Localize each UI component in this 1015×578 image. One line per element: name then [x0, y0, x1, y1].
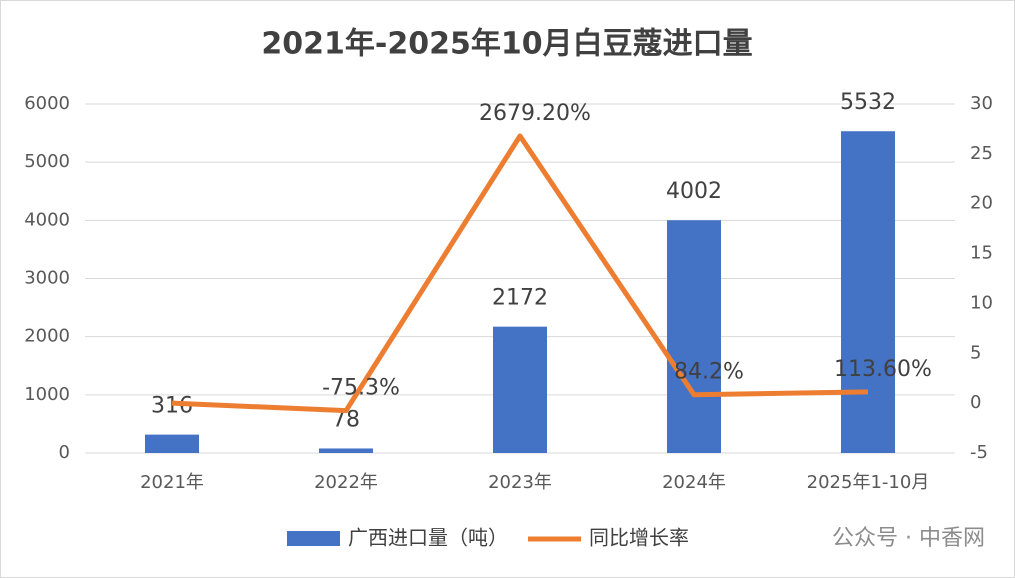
- y2-tick-label: 15: [970, 243, 993, 264]
- chart-title: 2021年-2025年10月白豆蔻进口量: [261, 27, 752, 62]
- line: [171, 133, 869, 414]
- legend-label: 同比增长率: [589, 526, 689, 550]
- y2-tick-label: 10: [970, 292, 993, 313]
- y-tick-label: 5000: [24, 151, 70, 172]
- y-tick-label: 3000: [24, 268, 70, 289]
- x-tick-label: 2022年: [314, 472, 378, 493]
- y2-tick-label: 30: [970, 93, 993, 114]
- y-tick-label: 2000: [24, 326, 70, 347]
- bar: [841, 131, 895, 454]
- bar: [145, 434, 199, 453]
- watermark: 公众号 · 中香网: [832, 526, 985, 551]
- line-value-label: 84.2%: [674, 360, 744, 385]
- y2-tick-label: 25: [970, 143, 993, 164]
- x-tick-label: 2024年: [662, 472, 726, 493]
- y-tick-label: 6000: [24, 93, 70, 114]
- bar: [667, 220, 721, 453]
- line-value-label: -75.3%: [322, 376, 400, 401]
- x-tick-label: 2023年: [488, 472, 552, 493]
- x-tick-label: 2021年: [140, 472, 204, 493]
- line-value-label: 2679.20%: [479, 101, 591, 126]
- y-tick-label: 1000: [24, 384, 70, 405]
- x-tick-label: 2025年1-10月: [807, 472, 930, 493]
- bar: [493, 326, 547, 453]
- y2-tick-label: 0: [970, 392, 981, 413]
- legend-swatch: [287, 531, 340, 546]
- bar-value-label: 4002: [666, 179, 722, 204]
- y-tick-label: 0: [59, 442, 70, 463]
- bar: [319, 448, 373, 453]
- line-value-label: 113.60%: [834, 357, 932, 382]
- y2-tick-label: -5: [970, 442, 988, 463]
- y2-tick-label: 5: [970, 342, 981, 363]
- y-tick-label: 4000: [24, 209, 70, 230]
- bar-value-label: 2172: [492, 286, 548, 311]
- y2-tick-label: 20: [970, 193, 993, 214]
- bar-value-label: 5532: [840, 90, 896, 115]
- legend-label: 广西进口量（吨）: [348, 526, 508, 550]
